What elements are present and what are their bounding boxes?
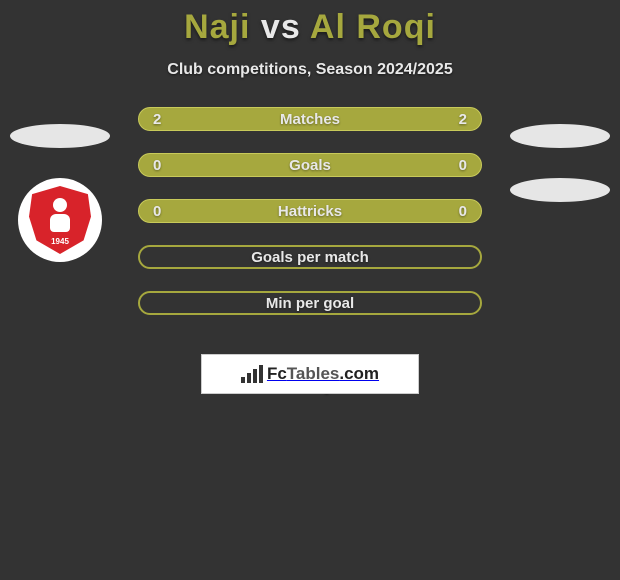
stat-right-value: 2 xyxy=(447,111,467,128)
fctables-link[interactable]: FcTables.com xyxy=(201,354,419,394)
stat-left-value: 0 xyxy=(153,203,173,220)
stat-label: Hattricks xyxy=(139,203,481,220)
bar-chart-icon xyxy=(241,365,263,383)
fctables-logo-text: FcTables.com xyxy=(267,364,379,384)
stat-label: Goals per match xyxy=(140,249,480,266)
logo-tables: Tables xyxy=(287,364,340,383)
stat-label: Goals xyxy=(139,157,481,174)
badge-ring: 1945 xyxy=(18,178,102,262)
stat-row-goals-per-match: Goals per match xyxy=(138,245,482,269)
stat-label: Min per goal xyxy=(140,295,480,312)
player2-flag-placeholder xyxy=(510,124,610,148)
stats-list: 2 Matches 2 0 Goals 0 0 Hattricks 0 Goal… xyxy=(138,107,482,315)
stat-right-value: 0 xyxy=(447,203,467,220)
stat-row-hattricks: 0 Hattricks 0 xyxy=(138,199,482,223)
stat-row-goals: 0 Goals 0 xyxy=(138,153,482,177)
player2-name: Al Roqi xyxy=(310,8,436,46)
stat-row-matches: 2 Matches 2 xyxy=(138,107,482,131)
player1-flag-placeholder xyxy=(10,124,110,148)
player1-club-badge: 1945 xyxy=(18,178,102,262)
stat-row-min-per-goal: Min per goal xyxy=(138,291,482,315)
badge-player-icon xyxy=(50,198,70,232)
stat-right-value: 0 xyxy=(447,157,467,174)
vs-label: vs xyxy=(261,8,301,46)
logo-fc: Fc xyxy=(267,364,287,383)
stat-left-value: 0 xyxy=(153,157,173,174)
badge-shield: 1945 xyxy=(29,186,91,254)
stat-label: Matches xyxy=(139,111,481,128)
subtitle: Club competitions, Season 2024/2025 xyxy=(0,61,620,79)
player1-name: Naji xyxy=(184,8,250,46)
player2-club-placeholder xyxy=(510,178,610,202)
comparison-title: Naji vs Al Roqi xyxy=(0,0,620,47)
logo-suffix: .com xyxy=(339,364,379,383)
badge-year: 1945 xyxy=(29,237,91,246)
stat-left-value: 2 xyxy=(153,111,173,128)
